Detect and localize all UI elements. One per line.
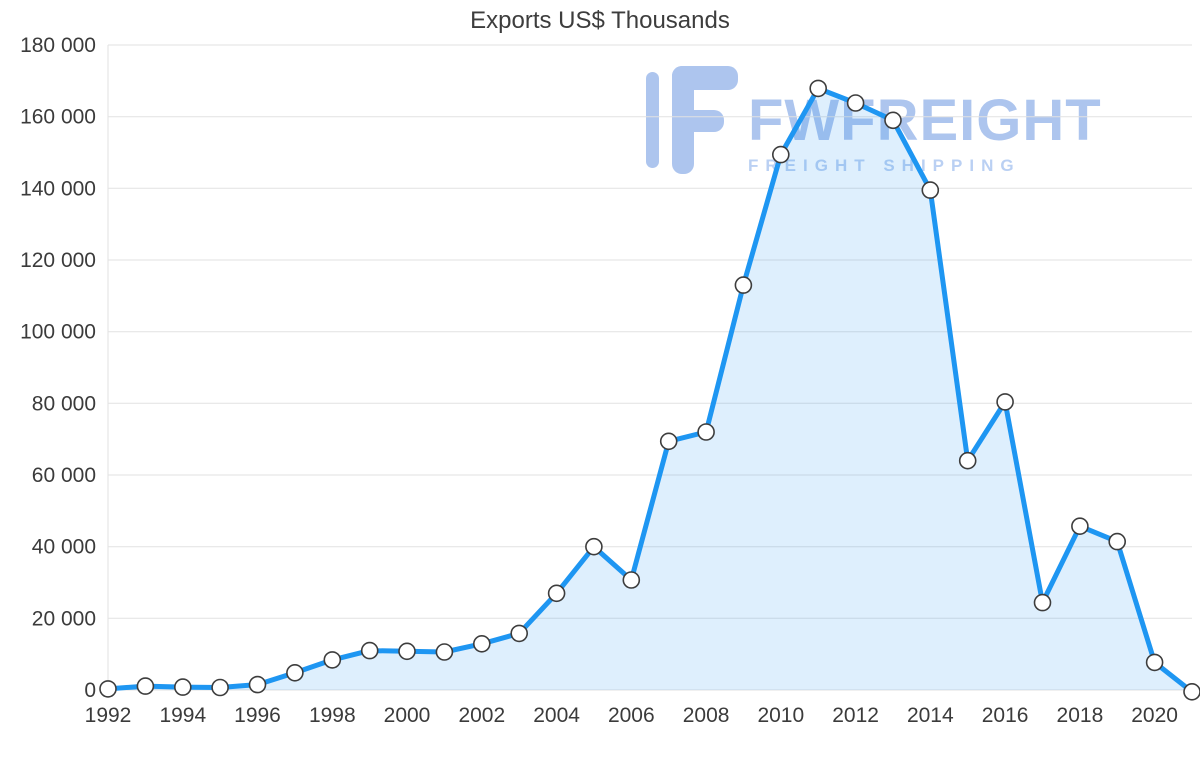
data-point-marker[interactable]: [734, 276, 753, 294]
x-tick-label: 1998: [309, 704, 356, 727]
data-point-marker[interactable]: [174, 678, 192, 696]
data-point-marker[interactable]: [99, 680, 117, 698]
data-point-marker[interactable]: [1071, 517, 1089, 536]
data-point-marker[interactable]: [398, 642, 416, 661]
data-point-marker[interactable]: [136, 677, 155, 695]
x-tick-label: 1992: [85, 704, 132, 727]
x-tick-label: 2012: [832, 704, 879, 727]
y-tick-label: 120 000: [20, 249, 96, 272]
y-tick-label: 140 000: [20, 177, 96, 200]
y-tick-label: 0: [84, 679, 96, 702]
data-point-marker[interactable]: [921, 181, 940, 199]
y-tick-label: 180 000: [20, 34, 96, 57]
x-tick-label: 1994: [159, 704, 206, 727]
data-point-marker[interactable]: [510, 624, 529, 643]
data-point-marker[interactable]: [1183, 683, 1200, 701]
data-point-marker[interactable]: [809, 79, 828, 98]
y-tick-label: 100 000: [20, 321, 96, 344]
data-point-marker[interactable]: [771, 145, 790, 164]
data-point-marker[interactable]: [248, 675, 267, 694]
data-point-marker[interactable]: [659, 432, 678, 451]
x-tick-label: 2016: [982, 704, 1029, 727]
data-point-marker[interactable]: [996, 393, 1014, 411]
x-tick-label: 2004: [533, 704, 580, 727]
data-point-marker[interactable]: [622, 571, 641, 589]
data-point-marker[interactable]: [211, 678, 229, 697]
y-tick-label: 60 000: [32, 464, 96, 487]
data-point-marker[interactable]: [547, 584, 566, 603]
y-tick-label: 40 000: [32, 536, 96, 559]
chart-title: Exports US$ Thousands: [470, 7, 730, 34]
data-point-marker[interactable]: [1145, 653, 1164, 672]
data-point-marker[interactable]: [360, 641, 379, 660]
x-tick-label: 2014: [907, 704, 954, 727]
data-point-marker[interactable]: [472, 634, 491, 653]
data-point-marker[interactable]: [435, 643, 454, 661]
data-point-marker[interactable]: [323, 651, 342, 669]
x-tick-label: 2000: [384, 704, 431, 727]
x-tick-label: 1996: [234, 704, 281, 727]
data-point-marker[interactable]: [846, 94, 865, 112]
data-point-marker[interactable]: [1033, 593, 1052, 612]
area-fill: [108, 88, 1192, 692]
x-tick-label: 2008: [683, 704, 730, 727]
y-tick-label: 160 000: [20, 106, 96, 129]
y-tick-label: 20 000: [32, 607, 96, 630]
data-point-marker[interactable]: [1108, 532, 1126, 551]
x-tick-label: 2006: [608, 704, 655, 727]
x-tick-label: 2018: [1057, 704, 1104, 727]
data-point-marker[interactable]: [697, 423, 715, 441]
data-point-marker[interactable]: [286, 663, 304, 682]
x-tick-label: 2010: [757, 704, 804, 727]
data-point-marker[interactable]: [884, 111, 902, 130]
y-tick-label: 80 000: [32, 392, 96, 415]
x-tick-label: 2020: [1131, 704, 1178, 727]
x-tick-label: 2002: [458, 704, 505, 727]
data-point-marker[interactable]: [958, 451, 977, 470]
data-point-marker[interactable]: [585, 537, 603, 556]
